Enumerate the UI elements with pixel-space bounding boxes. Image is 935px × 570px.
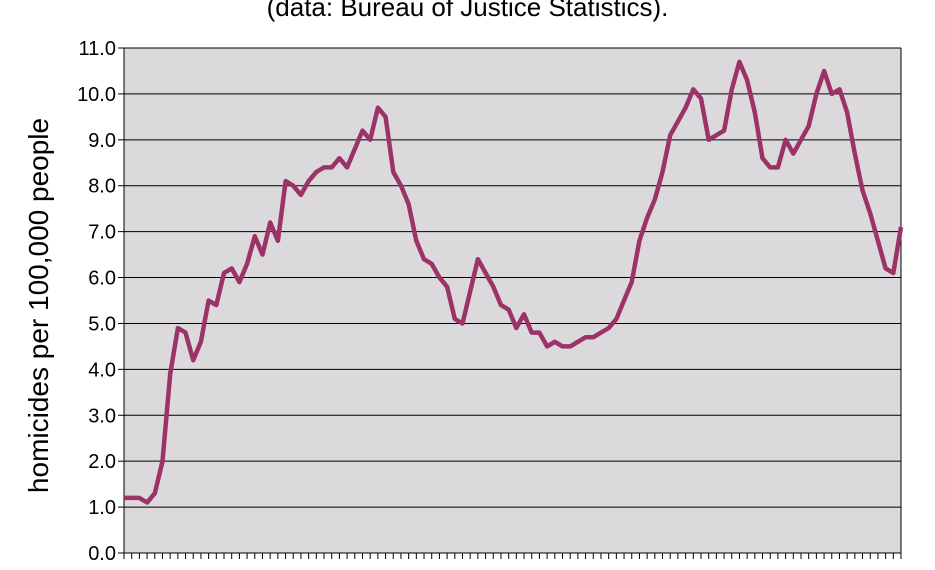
y-tick-label: 0.0 xyxy=(88,543,116,565)
axis-lines xyxy=(123,48,902,554)
y-tick-label: 8.0 xyxy=(88,176,116,198)
y-axis-tick-labels: 0.0 1.0 2.0 3.0 4.0 5.0 6.0 7.0 8.0 9.0 10.0 11.0 xyxy=(77,38,116,565)
y-tick-label: 4.0 xyxy=(88,359,116,381)
y-tick-label: 11.0 xyxy=(79,38,116,60)
gridlines xyxy=(118,47,901,554)
y-tick-label: 3.0 xyxy=(88,405,116,427)
y-axis-label: homicides per 100,000 people xyxy=(23,118,54,493)
y-tick-label: 7.0 xyxy=(88,222,116,244)
plot-area xyxy=(124,48,901,553)
y-tick-label: 5.0 xyxy=(88,313,116,335)
homicide-rate-line xyxy=(124,59,904,505)
y-tick-label: 9.0 xyxy=(88,130,116,152)
series-group xyxy=(123,59,904,505)
y-tick-label: 6.0 xyxy=(88,268,116,290)
axes xyxy=(123,48,902,554)
y-tick-label: 1.0 xyxy=(88,497,116,519)
chart-subtitle: (data: Bureau of Justice Statistics). xyxy=(266,0,669,22)
x-axis-ticks xyxy=(123,553,902,559)
y-tick-label: 10.0 xyxy=(77,84,116,106)
y-tick-label: 2.0 xyxy=(88,451,116,473)
